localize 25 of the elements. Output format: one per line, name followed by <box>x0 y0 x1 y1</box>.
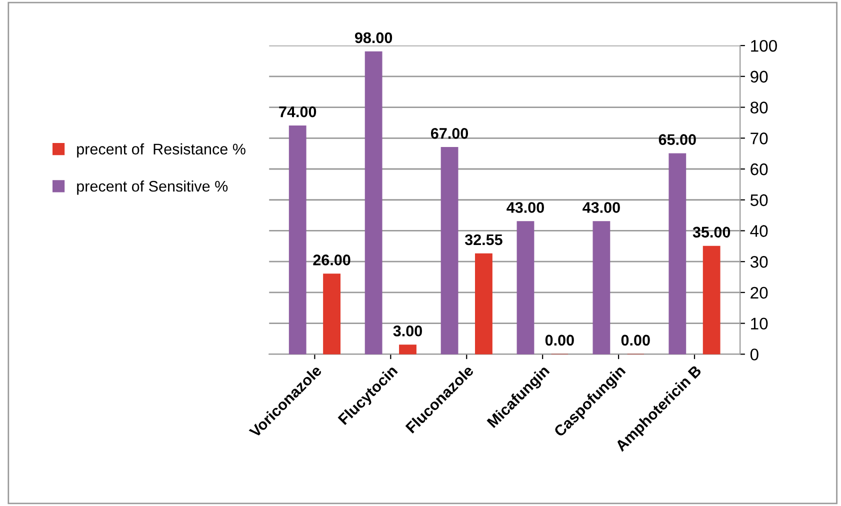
y-tick-label: 50 <box>750 194 768 206</box>
y-tick-label: 80 <box>750 102 768 114</box>
data-label: 3.00 <box>393 326 422 336</box>
y-tick-label: 0 <box>750 348 758 360</box>
data-label: 35.00 <box>692 226 730 238</box>
data-label: 65.00 <box>658 134 696 145</box>
y-tick-label: 40 <box>750 225 768 237</box>
y-tick-label: 10 <box>751 318 768 330</box>
data-label: 67.00 <box>430 128 468 139</box>
legend-label: precent of Resistance % <box>77 143 246 158</box>
y-tick-label: 20 <box>750 286 768 299</box>
data-label: 0.00 <box>621 334 650 346</box>
y-tick-label: 60 <box>750 163 768 176</box>
data-label: 43.00 <box>582 202 620 213</box>
data-label: 74.00 <box>279 106 316 118</box>
y-tick-label: 30 <box>750 256 768 268</box>
data-label: 98.00 <box>354 32 392 44</box>
y-tick-label: 70 <box>750 132 768 144</box>
data-label: 0.00 <box>545 334 574 346</box>
legend-label: precent of Sensitive % <box>77 180 228 195</box>
data-label: 32.55 <box>464 234 502 246</box>
data-label: 43.00 <box>506 202 544 213</box>
y-tick-label: 90 <box>750 70 768 83</box>
data-label: 26.00 <box>313 254 350 266</box>
y-tick-label: 100 <box>751 40 777 52</box>
